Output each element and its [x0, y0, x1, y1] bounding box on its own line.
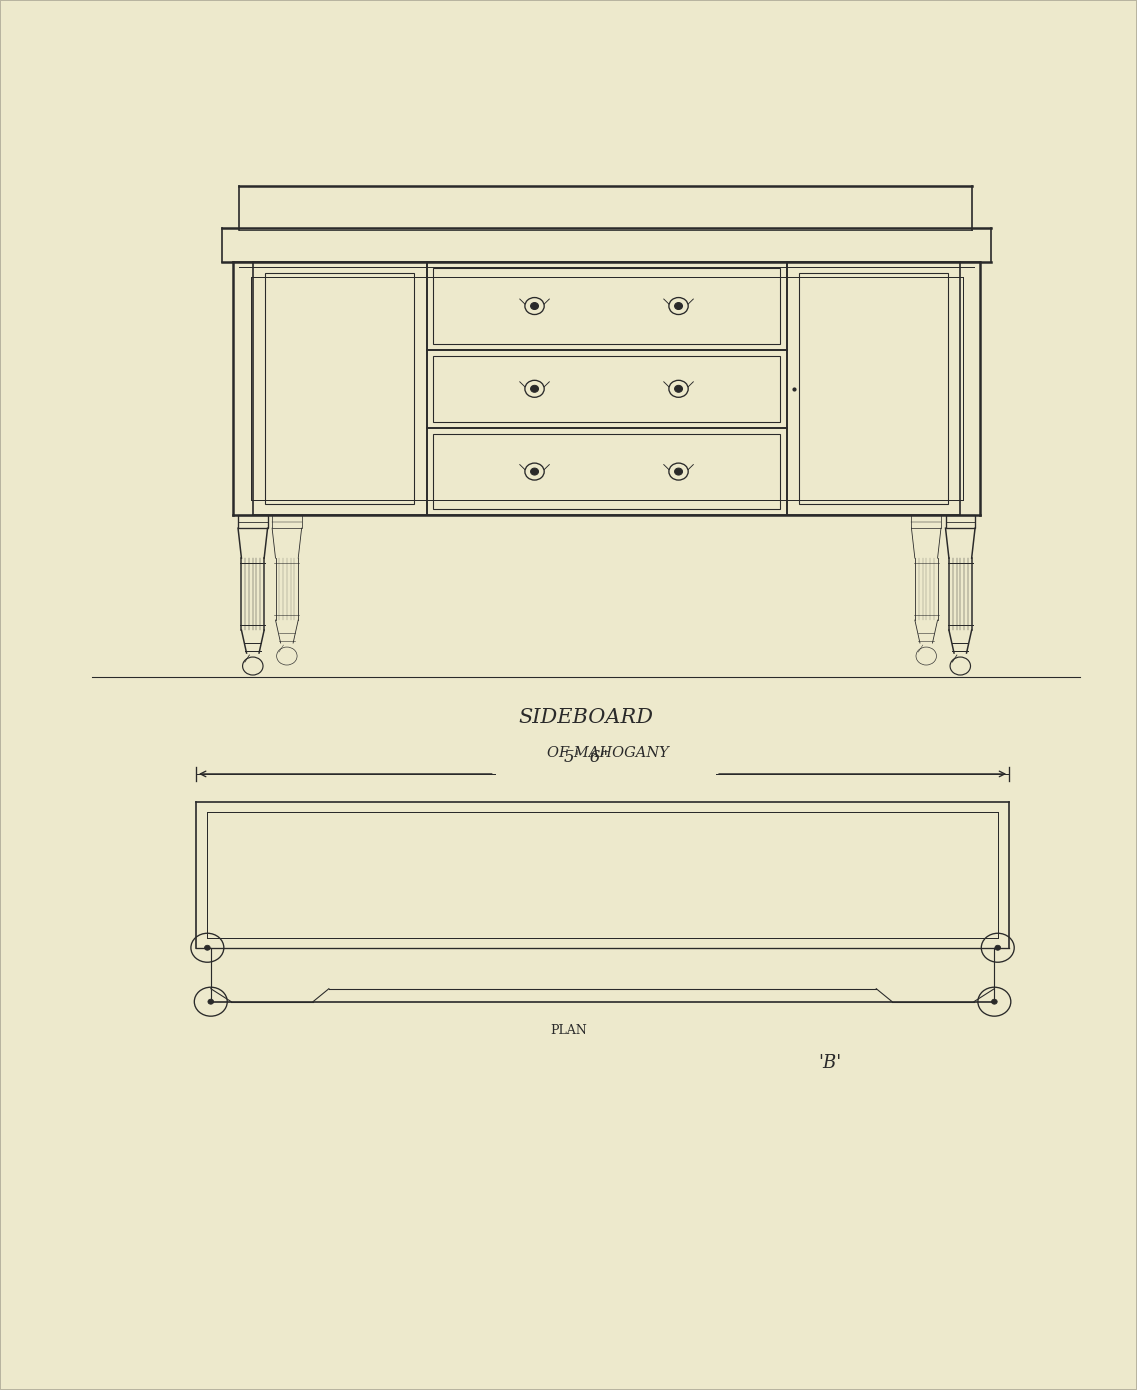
Bar — [946, 516, 976, 528]
Circle shape — [205, 945, 210, 951]
Circle shape — [991, 999, 997, 1004]
Text: PLAN: PLAN — [550, 1023, 587, 1037]
Text: 5'  6": 5' 6" — [564, 749, 607, 766]
Bar — [272, 516, 301, 528]
Circle shape — [208, 999, 214, 1004]
Bar — [238, 516, 267, 528]
Circle shape — [674, 385, 682, 392]
Bar — [433, 434, 780, 509]
Circle shape — [531, 468, 539, 475]
Bar — [799, 274, 948, 505]
Text: OF MAHOGANY: OF MAHOGANY — [547, 746, 669, 760]
Circle shape — [531, 385, 539, 392]
Bar — [912, 516, 941, 528]
Text: 'B': 'B' — [818, 1054, 841, 1072]
Circle shape — [531, 303, 539, 310]
Bar — [433, 356, 780, 423]
Circle shape — [995, 945, 1001, 951]
Bar — [433, 268, 780, 343]
Circle shape — [674, 468, 682, 475]
Text: SIDEBOARD: SIDEBOARD — [518, 709, 653, 727]
Bar — [265, 274, 414, 505]
Circle shape — [674, 303, 682, 310]
